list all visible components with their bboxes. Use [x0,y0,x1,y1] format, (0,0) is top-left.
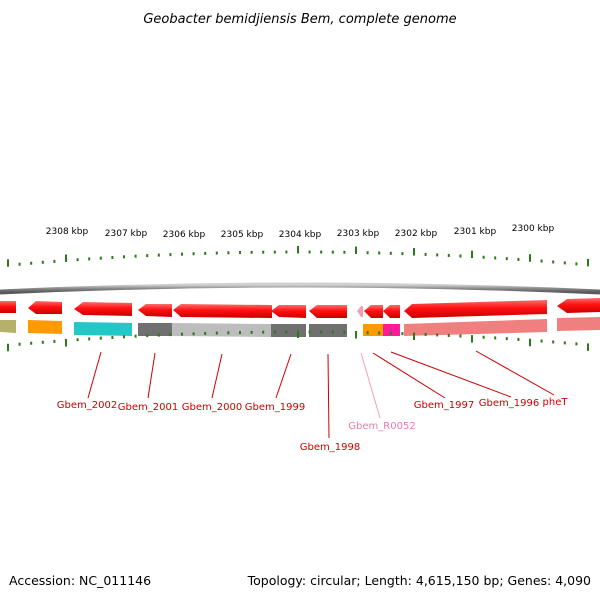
kbp-label: 2300 kbp [512,224,555,234]
category-block [0,320,16,333]
kbp-label: 2303 kbp [337,229,380,239]
kbp-label: 2301 kbp [454,227,497,237]
gene-arrows-track [0,298,600,318]
gene-arrow [138,304,172,317]
kbp-label: 2305 kbp [221,230,264,240]
leader-line [275,353,292,399]
kbp-label: 2306 kbp [163,230,206,240]
leader-line [147,352,156,399]
accession-text: Accession: NC_011146 [9,573,152,588]
rna-arrow [357,306,363,317]
leader-line [87,351,102,399]
label-leaders [87,350,555,439]
gene-arrow [173,304,272,318]
gene-label: Gbem_1997 [414,400,474,411]
gene-labels: Gbem_2002 Gbem_2001 Gbem_2000 Gbem_1999 Gbem… [57,397,569,453]
category-block [74,322,132,336]
category-block [28,320,62,334]
kbp-label: 2302 kbp [395,229,438,239]
kbp-label: 2304 kbp [279,230,322,240]
leader-line [372,352,446,399]
gene-label: Gbem_2000 [182,402,242,413]
gene-arrow [364,305,383,318]
gene-label: Gbem_2001 [118,402,178,413]
gene-arrow [557,298,600,313]
gene-label: Gbem_1999 [245,402,305,413]
kbp-label: 2307 kbp [105,229,148,239]
category-block [309,324,347,337]
genome-stats-text: Topology: circular; Length: 4,615,150 bp… [247,573,591,588]
outer-scale-ticks [7,246,589,267]
kbp-scale-labels: 2308 kbp 2307 kbp 2306 kbp 2305 kbp 2304 kbp… [46,224,555,240]
gene-arrow [309,305,347,318]
category-block [557,317,600,331]
category-block [271,324,306,337]
leader-line [390,351,512,398]
leader-line [327,353,330,439]
gene-label: pheT [543,397,569,408]
leader-line [211,353,223,399]
gene-arrow [383,305,400,318]
kbp-label: 2308 kbp [46,227,89,237]
gene-label: Gbem_2002 [57,400,117,411]
gene-label: Gbem_1996 [479,398,539,409]
gene-arrow [404,300,547,318]
category-block [138,323,172,336]
genome-backbone [0,282,600,295]
leader-line [475,350,555,396]
gene-arrow [271,305,306,318]
gene-arrow [0,301,16,313]
gene-category-track [0,317,600,337]
gene-label: Gbem_R0052 [348,421,415,432]
gene-label: Gbem_1998 [300,442,360,453]
leader-line [360,352,381,419]
category-block [383,324,400,336]
category-block [172,323,272,337]
category-block [404,319,547,336]
gene-arrow [74,302,132,316]
gene-arrow [28,301,62,314]
inner-scale-ticks [7,330,589,352]
map-title: Geobacter bemidjiensis Bem, complete gen… [143,12,456,27]
